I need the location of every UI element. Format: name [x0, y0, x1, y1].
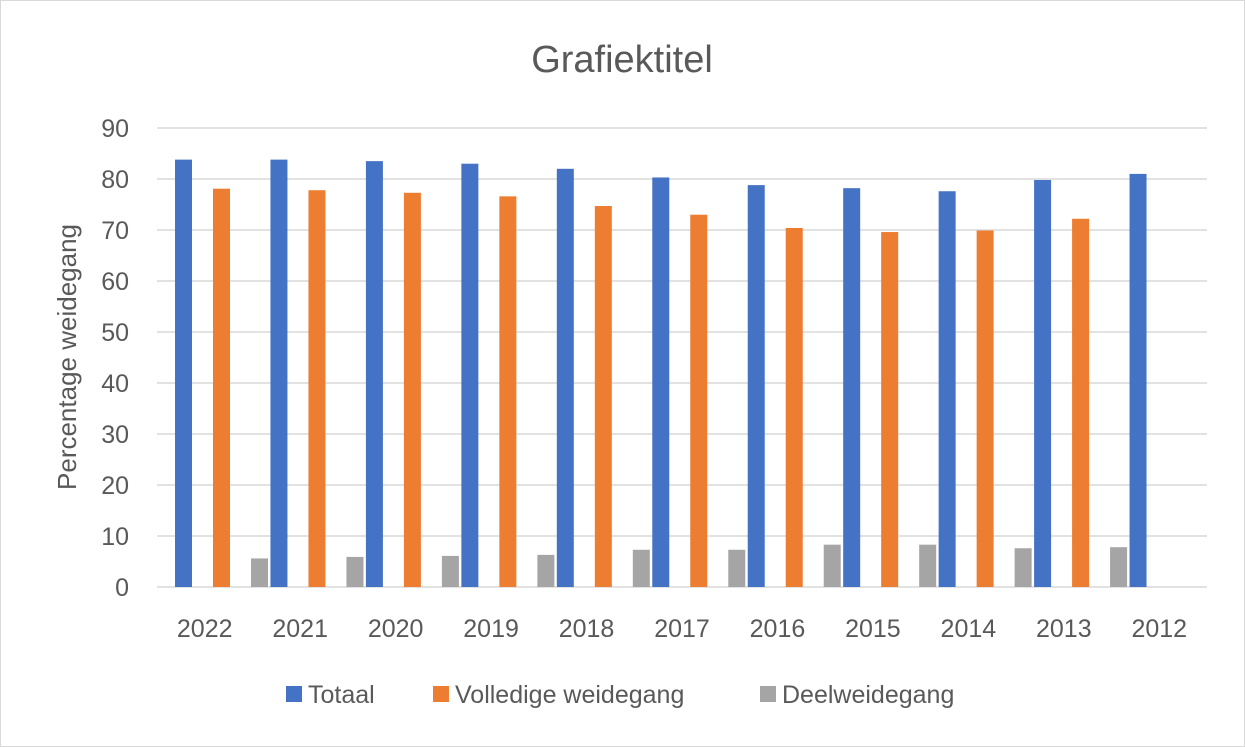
bar-totaal-2017: [652, 177, 670, 587]
x-tick-label: 2015: [845, 615, 901, 643]
bar-volledige-weidegang-2017: [690, 214, 708, 587]
bar-deelweidegang-2022: [251, 558, 268, 587]
bar-totaal-2020: [365, 161, 383, 587]
bar-totaal-2021: [270, 159, 288, 587]
bar-totaal-2022: [175, 159, 192, 587]
bar-totaal-2016: [747, 185, 765, 587]
x-tick-label: 2017: [654, 615, 710, 643]
y-tick-label: 80: [101, 166, 129, 194]
y-tick-label: 40: [101, 370, 129, 398]
legend-label-totaal: Totaal: [308, 681, 375, 709]
bar-deelweidegang-2018: [632, 549, 650, 587]
bar-volledige-weidegang-2019: [499, 196, 517, 587]
bar-deelweidegang-2015: [919, 544, 937, 587]
bar-totaal-2012: [1129, 173, 1147, 587]
x-tick-label: 2012: [1131, 615, 1187, 643]
x-tick-label: 2022: [177, 615, 233, 643]
y-tick-label: 0: [115, 574, 129, 602]
y-tick-label: 90: [101, 115, 129, 143]
x-tick-label: 2016: [750, 615, 806, 643]
bar-totaal-2018: [556, 168, 574, 588]
y-tick-label: 50: [101, 319, 129, 347]
y-tick-label: 70: [101, 217, 129, 245]
bar-volledige-weidegang-2020: [403, 192, 421, 587]
x-tick-label: 2014: [941, 615, 997, 643]
y-tick-label: 20: [101, 472, 129, 500]
x-tick-label: 2019: [463, 615, 519, 643]
y-axis-ticks: 0 10 20 30 40 50 60 70 80 90: [101, 115, 129, 602]
bar-deelweidegang-2014: [1014, 548, 1032, 587]
x-tick-label: 2020: [368, 615, 424, 643]
bars: [175, 159, 1147, 588]
bar-volledige-weidegang-2022: [213, 188, 230, 587]
bar-totaal-2019: [461, 163, 479, 587]
y-axis-title: Percentage weidegang: [52, 224, 82, 490]
legend-swatch-totaal: [286, 686, 302, 702]
y-tick-label: 10: [101, 523, 129, 551]
bar-deelweidegang-2017: [728, 549, 746, 587]
legend-label-deelweidegang: Deelweidegang: [782, 681, 954, 709]
bar-deelweidegang-2016: [823, 544, 841, 587]
x-tick-label: 2018: [559, 615, 615, 643]
bar-totaal-2014: [938, 191, 956, 588]
bar-volledige-weidegang-2016: [785, 227, 803, 587]
bar-volledige-weidegang-2013: [1072, 218, 1090, 587]
bar-totaal-2013: [1034, 180, 1052, 587]
x-tick-label: 2021: [272, 615, 328, 643]
legend: Totaal Volledige weidegang Deelweidegang: [286, 681, 954, 709]
x-axis-ticks: 2022 2021 2020 2019 2018 2017 2016 2015 2014 2013…: [177, 615, 1187, 643]
y-tick-label: 30: [101, 421, 129, 449]
bar-deelweidegang-2019: [537, 554, 555, 587]
bar-deelweidegang-2013: [1110, 547, 1128, 587]
legend-swatch-volledige-weidegang: [433, 686, 449, 702]
bar-volledige-weidegang-2015: [881, 232, 899, 588]
gridlines: [157, 127, 1207, 588]
bar-volledige-weidegang-2018: [594, 206, 612, 587]
bar-deelweidegang-2021: [346, 556, 364, 587]
bar-volledige-weidegang-2014: [976, 230, 994, 587]
chart-title: Grafiektitel: [531, 39, 713, 81]
legend-swatch-deelweidegang: [760, 686, 776, 702]
bar-volledige-weidegang-2021: [308, 190, 326, 587]
legend-label-volledige-weidegang: Volledige weidegang: [455, 681, 684, 709]
y-tick-label: 60: [101, 268, 129, 296]
bar-deelweidegang-2020: [441, 555, 459, 587]
bar-totaal-2015: [843, 188, 861, 587]
x-tick-label: 2013: [1036, 615, 1092, 643]
